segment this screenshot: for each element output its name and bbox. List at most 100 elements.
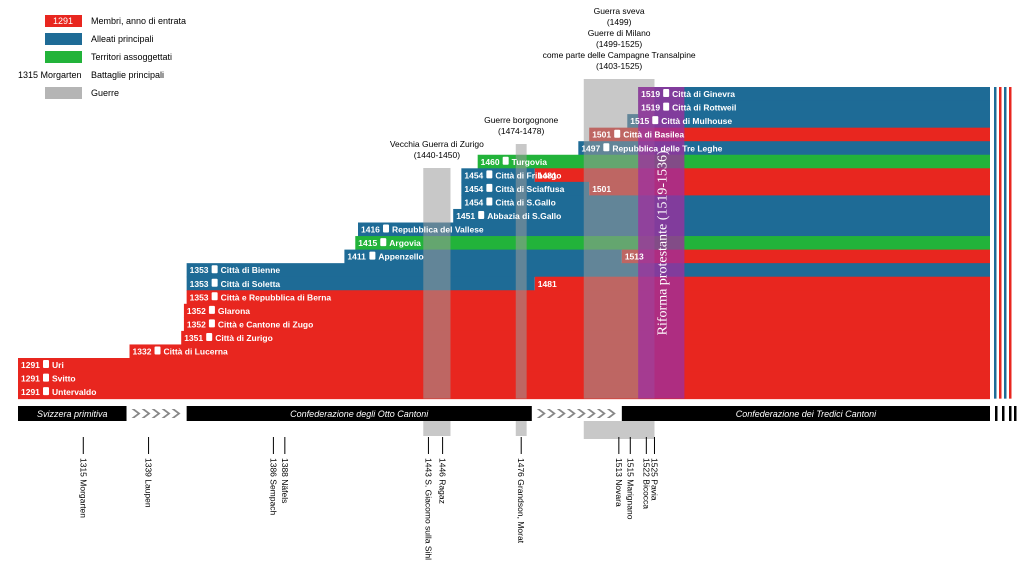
row-year: 1353 [190,265,209,275]
member-row [18,358,990,373]
row-name: Città di S.Gallo [495,197,555,207]
chevron-icon [536,409,546,418]
coat-of-arms-icon [478,211,485,219]
era-bar [186,406,532,421]
coat-of-arms-icon [603,143,610,152]
war-label: (1499) [607,17,632,27]
row-name: Abbazia di S.Gallo [487,211,561,221]
battle-label: 1315 Morgarten [78,458,88,518]
coat-of-arms-icon [502,156,509,165]
row-year: 1353 [190,292,209,302]
row-year: 1291 [21,374,40,384]
war-label: (1440-1450) [414,150,460,160]
bar-segment [18,371,990,386]
bar-segment [627,114,990,129]
era-edge-tick [1009,406,1012,421]
row-year: 1454 [464,184,483,194]
row-year: 1519 [641,89,660,99]
chevron-icon [606,409,616,418]
row-year: 1451 [456,211,475,221]
coat-of-arms-icon [486,183,493,192]
coat-of-arms-icon [486,197,493,206]
row-year: 1497 [581,143,600,153]
bar-segment [129,344,990,359]
row-year: 1454 [464,197,483,207]
coat-of-arms-icon [614,129,621,138]
row-name: Città e Repubblica di Berna [221,292,332,302]
chevron-icon [556,409,566,418]
row-name: Città di Bienne [221,265,281,275]
legend: 1291 Membri, anno di entrata Alleati princ… [18,15,186,99]
coat-of-arms-icon [652,116,659,125]
era-edge-tick [1014,406,1017,421]
row-name: Città di Zurigo [215,333,273,343]
row-labels: 1519 Città di Ginevra 1519 Città di Rottwei… [21,89,736,397]
war-label: (1403-1525) [596,61,642,71]
coat-of-arms-icon [43,360,49,369]
war-label: (1474-1478) [498,126,544,136]
row-name: Uri [52,360,64,370]
war-label: Guerre borgognone [484,115,558,125]
row-year: 1515 [630,116,649,126]
row-name: Città di Rottweil [672,103,736,113]
coat-of-arms-icon [208,319,215,328]
bar-segment [18,385,990,400]
coat-of-arms-icon [486,170,493,179]
war-label: (1499-1525) [596,39,642,49]
row-change-year: 1501 [592,184,611,194]
battle-label: 1388 Näfels [280,458,290,503]
row-year: 1460 [481,157,500,167]
row-year: 1411 [347,252,366,262]
chevron-icon [171,409,181,418]
row-name: Città di Lucerna [164,347,229,357]
chevron-icon [566,409,576,418]
row-name: Città di Friborgo [495,170,561,180]
member-row [589,127,990,142]
bar-segment [638,100,990,115]
row-year: 1416 [361,225,380,235]
era-label: Confederazione degli Otto Cantoni [290,409,429,419]
coat-of-arms-icon [663,102,670,111]
chevron-icon [546,409,556,418]
era-band: Svizzera primitiva Confederazione degli O… [18,406,1017,421]
row-name: Untervaldo [52,387,96,397]
row-name: Città e Cantone di Zugo [218,319,313,329]
legend-label-ally: Alleati principali [91,34,154,44]
battle-label: 1522 Bicocca [641,458,651,509]
bar-segment [589,127,990,142]
member-row [344,249,990,264]
row-year: 1352 [187,319,206,329]
row-change-year: 1481 [538,170,557,180]
member-row [638,87,990,102]
legend-battle-sample: 1315 Morgarten [18,70,82,80]
chevron-icon [586,409,596,418]
row-year: 1352 [187,306,206,316]
row-name: Repubblica del Vallese [392,225,484,235]
coat-of-arms-icon [369,251,376,260]
member-row [627,114,990,129]
war-label: Guerre di Milano [588,28,651,38]
war-band [515,144,527,399]
legend-swatch-member [45,15,82,27]
coat-of-arms-icon [211,292,218,301]
coat-of-arms-icon [380,238,387,247]
reformation-label: Riforma protestante (1519-1536) [655,150,670,335]
edge-stripe [994,87,997,399]
row-name: Argovia [389,238,421,248]
coat-of-arms-icon [383,224,389,233]
era-bar [621,406,990,421]
legend-label-battle: Battaglie principali [91,70,164,80]
bar-segment [477,154,990,169]
coat-of-arms-icon [211,278,218,287]
coat-of-arms-icon [663,89,670,98]
chevron-icon [151,409,161,418]
chevron-icon [576,409,586,418]
member-row [18,385,990,400]
edge-stripe [1009,87,1012,399]
row-change-year: 1513 [625,252,644,262]
bar-segment [18,358,990,373]
battle-label: 1515 Marignano [625,458,635,520]
era-edge-tick [1002,406,1005,421]
row-name: Città di Sciaffusa [495,184,564,194]
